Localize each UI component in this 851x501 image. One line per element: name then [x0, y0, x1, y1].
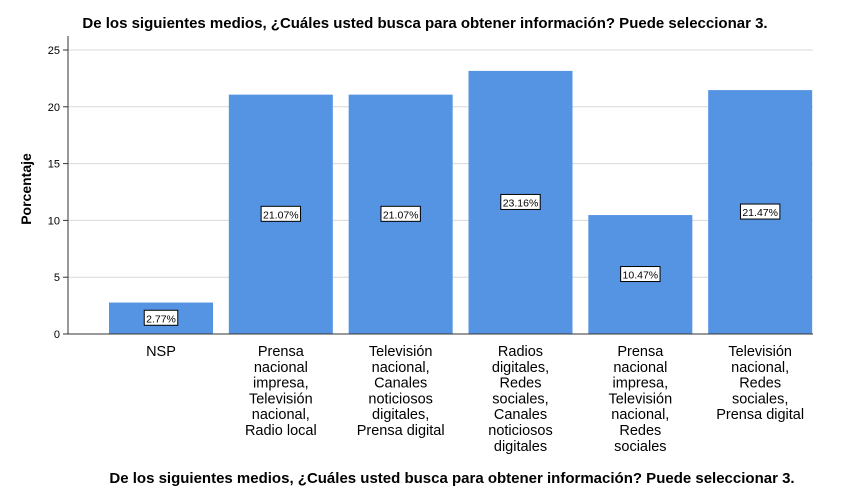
x-axis-categories: NSP Prensanacionalimpresa,Televisiónnacio… [146, 344, 804, 455]
x-category-label: Televisión [728, 344, 792, 360]
x-category-label: Prensa [258, 344, 305, 360]
x-category-label: impresa, [613, 376, 669, 392]
x-category-label: Canales [374, 376, 427, 392]
x-category-label: Redes [619, 423, 661, 439]
y-tick-label: 5 [54, 272, 60, 284]
axes [67, 36, 813, 335]
x-category-label: Televisión [249, 391, 313, 407]
x-category-label: digitales [494, 439, 547, 455]
x-category-label: Televisión [369, 344, 433, 360]
data-label-box [739, 203, 781, 220]
x-axis-label: De los siguientes medios, ¿Cuáles usted … [109, 470, 794, 487]
x-category-label: digitales, [372, 407, 429, 423]
y-axis-label: Porcentaje [18, 153, 34, 225]
x-category-label: sociales, [732, 391, 788, 407]
data-label-box [380, 205, 421, 222]
x-category-label: Televisión [608, 391, 672, 407]
data-label: 2.77% [146, 313, 176, 325]
x-category-label: Redes [739, 376, 781, 392]
bars [109, 70, 813, 334]
x-category-label: Prensa [617, 344, 664, 360]
data-label-box [500, 193, 541, 210]
data-label: 23.16% [503, 197, 539, 209]
x-category-label: sociales [614, 439, 666, 455]
data-label: 21.07% [263, 209, 299, 221]
y-tick-label: 10 [48, 215, 60, 227]
y-tick-label: 0 [54, 329, 60, 341]
x-category-label: impresa, [253, 376, 309, 392]
x-category-label: Prensa digital [716, 407, 804, 423]
data-label: 10.47% [623, 270, 659, 282]
x-category-label: noticiosos [488, 423, 552, 439]
chart-title: De los siguientes medios, ¿Cuáles usted … [82, 15, 767, 32]
x-category-label: Prensa digital [357, 423, 445, 439]
x-category-label: nacional, [731, 360, 789, 376]
data-label: 21.47% [742, 207, 778, 219]
y-tick-label: 25 [48, 45, 60, 57]
data-label-box [620, 266, 661, 283]
y-tick-label: 15 [48, 159, 60, 171]
x-category-label: sociales, [492, 391, 548, 407]
x-category-label: noticiosos [368, 391, 432, 407]
x-category-label: Redes [500, 376, 542, 392]
x-category-label: NSP [146, 344, 176, 360]
x-category-label: nacional, [372, 360, 430, 376]
y-tick-label: 20 [48, 102, 60, 114]
x-category-label: nacional [613, 360, 667, 376]
x-category-label: Radios [498, 344, 543, 360]
data-label-box [143, 309, 179, 326]
x-category-label: nacional [254, 360, 308, 376]
data-label-box [260, 205, 302, 222]
x-category-label: Radio local [245, 423, 317, 439]
y-axis-ticks: 0 5 10 15 20 25 [48, 45, 68, 341]
x-category-label: nacional, [611, 407, 669, 423]
x-category-label: digitales, [492, 360, 549, 376]
data-label: 21.07% [383, 209, 419, 221]
data-labels: 2.77% 21.07% 21.07% 23.16% 10.47% 21.47% [143, 193, 781, 326]
x-category-label: Canales [494, 407, 547, 423]
x-category-label: nacional, [252, 407, 310, 423]
